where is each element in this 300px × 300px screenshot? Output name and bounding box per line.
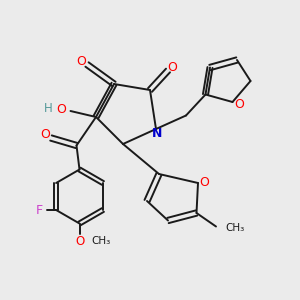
Text: O: O [168,61,177,74]
Text: O: O [200,176,209,190]
Text: CH₃: CH₃ [225,223,244,233]
Text: O: O [40,128,50,142]
Text: H: H [44,101,53,115]
Text: O: O [77,55,86,68]
Text: O: O [57,103,66,116]
Text: O: O [75,235,84,248]
Text: F: F [36,203,43,217]
Text: CH₃: CH₃ [92,236,111,247]
Text: N: N [152,127,163,140]
Text: O: O [234,98,244,112]
